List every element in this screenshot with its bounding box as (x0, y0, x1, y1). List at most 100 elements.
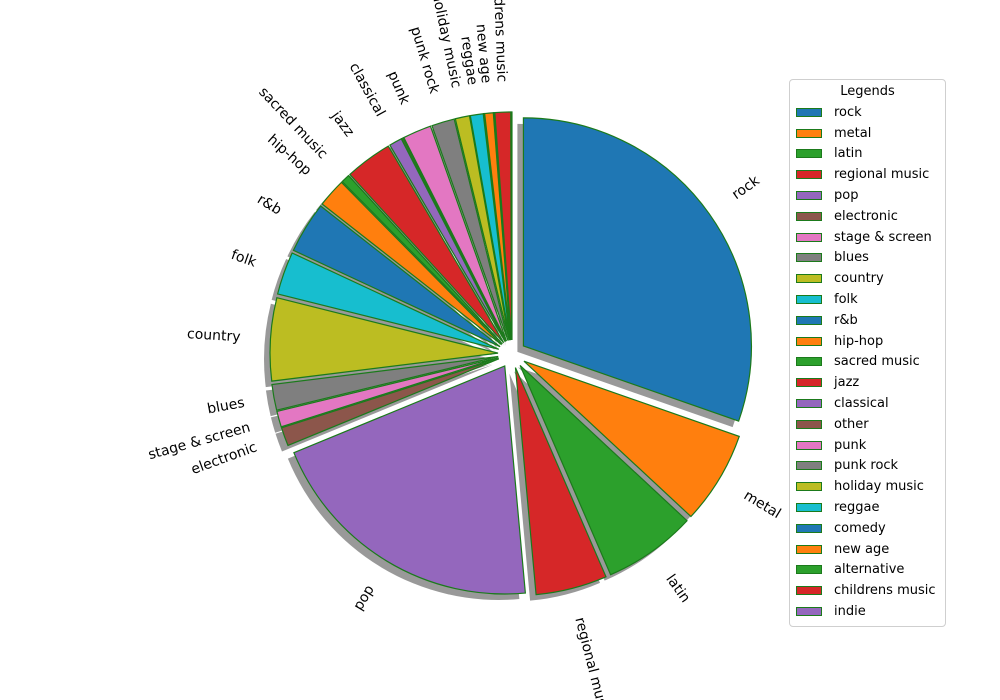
legend-item-alternative: alternative (790, 560, 945, 581)
legend-item-rock: rock (790, 102, 945, 123)
legend-item-reggae: reggae (790, 497, 945, 518)
slice-metal (523, 360, 740, 518)
slice-regional-music (514, 367, 607, 596)
slice-label-classical: classical (346, 60, 388, 119)
slice-latin (519, 364, 688, 576)
legend-swatch (796, 419, 822, 429)
legend-title: Legends (840, 84, 895, 99)
legend-swatch (796, 357, 822, 367)
slice-label-regional-music: regional music (571, 616, 612, 700)
legend-item-punk-rock: punk rock (790, 456, 945, 477)
legend-swatch (796, 544, 822, 554)
slice-other (400, 137, 507, 342)
legend-item-metal: metal (790, 123, 945, 144)
legend-swatch (796, 565, 822, 575)
legend-item-sacred-music: sacred music (790, 352, 945, 373)
legend-label: punk (834, 437, 867, 453)
slice-label-jazz: jazz (327, 108, 357, 140)
legend-swatch (796, 607, 822, 617)
legend-item-electronic: electronic (790, 206, 945, 227)
pie-slices (269, 111, 753, 596)
legend-swatch (796, 440, 822, 450)
slice-pop (293, 365, 527, 595)
legend-item-jazz: jazz (790, 372, 945, 393)
legend-label: metal (834, 125, 872, 141)
legend-item-new-age: new age (790, 539, 945, 560)
legend-swatch (796, 274, 822, 284)
slice-label-metal: metal (741, 488, 784, 522)
legend-item-r-b: r&b (790, 310, 945, 331)
slice-sacred-music (341, 174, 503, 345)
legend-label: childrens music (834, 583, 936, 599)
slice-holiday-music (454, 115, 510, 341)
slice-label-punk: punk (384, 69, 413, 108)
legend-item-punk: punk (790, 435, 945, 456)
legend-swatch (796, 149, 822, 159)
slice-label-country: country (187, 326, 241, 345)
legend-label: electronic (834, 208, 898, 224)
legend-item-classical: classical (790, 393, 945, 414)
legend-swatch (796, 378, 822, 388)
legend-item-hip-hop: hip-hop (790, 331, 945, 352)
legend-label: punk rock (834, 458, 899, 474)
legend-item-holiday-music: holiday music (790, 476, 945, 497)
legend-swatch (796, 461, 822, 471)
legend-label: r&b (834, 312, 858, 328)
slice-folk (276, 252, 500, 350)
legend-item-pop: pop (790, 185, 945, 206)
legend-swatch (796, 315, 822, 325)
slice-label-punk-rock: punk rock (407, 25, 442, 97)
legend-label: stage & screen (834, 229, 932, 245)
legend-label: latin (834, 146, 863, 162)
legend-swatch (796, 170, 822, 180)
slice-blues (271, 355, 499, 411)
legend-swatch (796, 399, 822, 409)
slice-label-new-age: new age (472, 23, 494, 84)
legend-label: blues (834, 250, 869, 266)
legend-label: alternative (834, 562, 905, 578)
legend-item-other: other (790, 414, 945, 435)
legend-swatch (796, 107, 822, 117)
slice-label-childrens-music: childrens music (489, 0, 509, 83)
legend-label: country (834, 271, 884, 287)
legend-label: new age (834, 541, 890, 557)
legend-swatch (796, 503, 822, 513)
slice-label-rock: rock (729, 172, 763, 203)
slice-label-pop: pop (350, 582, 377, 613)
legend-label: pop (834, 188, 859, 204)
slice-label-folk: folk (229, 247, 259, 271)
legend-label: indie (834, 604, 866, 620)
legend-label: jazz (834, 375, 860, 391)
legend-swatch (796, 211, 822, 221)
legend-label: classical (834, 396, 889, 412)
legend-item-folk: folk (790, 289, 945, 310)
slice-rock (522, 117, 753, 422)
legend-label: other (834, 416, 869, 432)
legend-swatch (796, 232, 822, 242)
slice-label-reggae: reggae (457, 35, 480, 86)
slice-label-latin: latin (662, 572, 693, 606)
slice-label-blues: blues (206, 395, 246, 417)
legend-item-indie: indie (790, 601, 945, 622)
legend-item-blues: blues (790, 248, 945, 269)
legend-item-country: country (790, 268, 945, 289)
slice-stage-screen (276, 357, 499, 428)
legend-item-childrens-music: childrens music (790, 580, 945, 601)
legend-swatch (796, 295, 822, 305)
slice-hip-hop (321, 181, 502, 346)
legend-item-stage-screen: stage & screen (790, 227, 945, 248)
legend-items: rock metal latin regional music pop electroni… (790, 102, 945, 622)
legend: Legends rock metal latin regional music pop e… (789, 79, 946, 627)
legend-swatch (796, 336, 822, 346)
legend-swatch (796, 253, 822, 263)
legend-label: rock (834, 104, 862, 120)
legend-label: comedy (834, 520, 886, 536)
legend-swatch (796, 586, 822, 596)
legend-label: reggae (834, 500, 880, 516)
legend-label: folk (834, 292, 858, 308)
slice-jazz (349, 145, 505, 344)
legend-swatch (796, 523, 822, 533)
legend-label: regional music (834, 167, 930, 183)
legend-label: holiday music (834, 479, 924, 495)
